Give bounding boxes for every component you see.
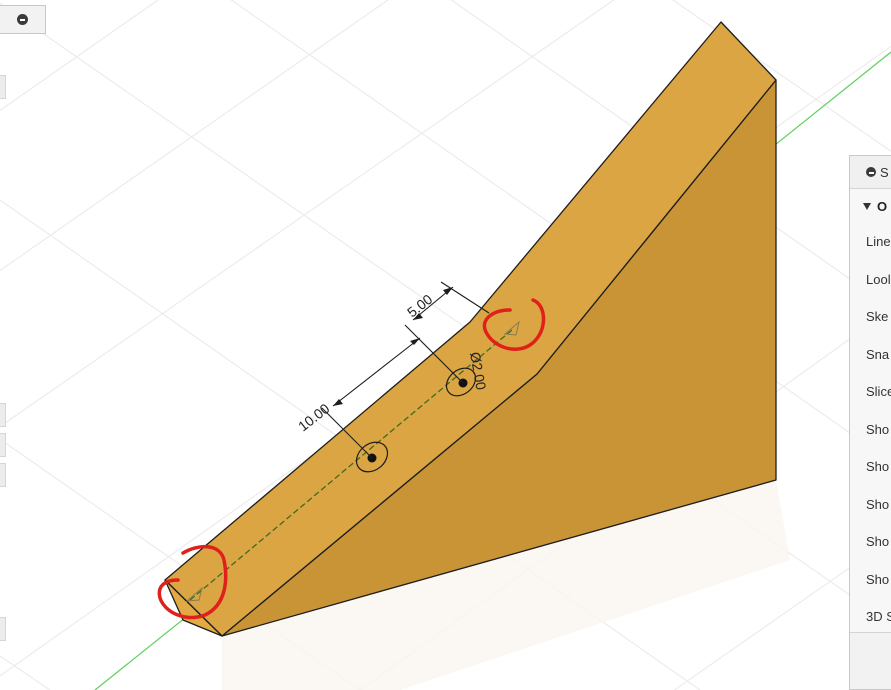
ground-shadow xyxy=(222,480,790,690)
section-header[interactable]: O xyxy=(850,189,891,223)
collapse-button[interactable] xyxy=(0,5,46,34)
minus-circle-icon[interactable] xyxy=(866,167,876,177)
settings-panel: S O Line Lool Ske Sna Slice Sho Sho Sho … xyxy=(849,155,891,690)
left-edge-tab[interactable] xyxy=(0,617,6,641)
dimension-arrow xyxy=(333,399,343,406)
option-label: Ske xyxy=(866,309,889,325)
wedge-end-face xyxy=(164,579,223,637)
dimension-arrow xyxy=(443,287,453,295)
option-label: Sna xyxy=(866,346,890,362)
left-edge-tab[interactable] xyxy=(0,403,6,427)
dimension-arrow xyxy=(413,313,423,320)
option-label: 3D S xyxy=(866,609,891,625)
option-label: Sho xyxy=(866,496,890,512)
wedge-body[interactable] xyxy=(164,21,777,637)
option-row[interactable]: Ske xyxy=(850,298,891,336)
option-row[interactable]: Sho xyxy=(850,411,891,449)
option-row[interactable]: Line xyxy=(850,223,891,261)
minus-circle-icon xyxy=(17,14,28,25)
triangle-down-icon xyxy=(863,202,871,210)
left-edge-tab[interactable] xyxy=(0,433,6,457)
option-row[interactable]: Slice xyxy=(850,373,891,411)
sketch-centerline xyxy=(189,329,513,601)
option-label: Sho xyxy=(866,421,890,437)
option-row[interactable]: Sho xyxy=(850,523,891,561)
option-label: Lool xyxy=(866,271,891,287)
dimension-label-diameter[interactable]: Ø2.00 xyxy=(467,351,489,392)
option-row[interactable]: Lool xyxy=(850,261,891,299)
constraint-icon[interactable] xyxy=(185,320,520,602)
panel-header[interactable]: S xyxy=(850,156,891,189)
panel-footer xyxy=(850,632,891,689)
dimension-arrow xyxy=(410,338,420,345)
option-label: Sho xyxy=(866,534,890,550)
option-label: Sho xyxy=(866,571,890,587)
option-row[interactable]: Sho xyxy=(850,486,891,524)
section-title: O xyxy=(877,198,888,214)
option-label: Slice xyxy=(866,384,891,400)
option-row[interactable]: Sho xyxy=(850,448,891,486)
red-markup xyxy=(157,298,546,620)
option-label: Sho xyxy=(866,459,890,475)
option-label: Line xyxy=(866,234,891,250)
left-edge-tab[interactable] xyxy=(0,463,6,487)
option-row[interactable]: Sna xyxy=(850,336,891,374)
option-row[interactable]: Sho xyxy=(850,561,891,599)
option-row[interactable]: 3D S xyxy=(850,598,891,636)
left-edge-tab[interactable] xyxy=(0,75,6,99)
panel-title: S xyxy=(880,164,889,180)
